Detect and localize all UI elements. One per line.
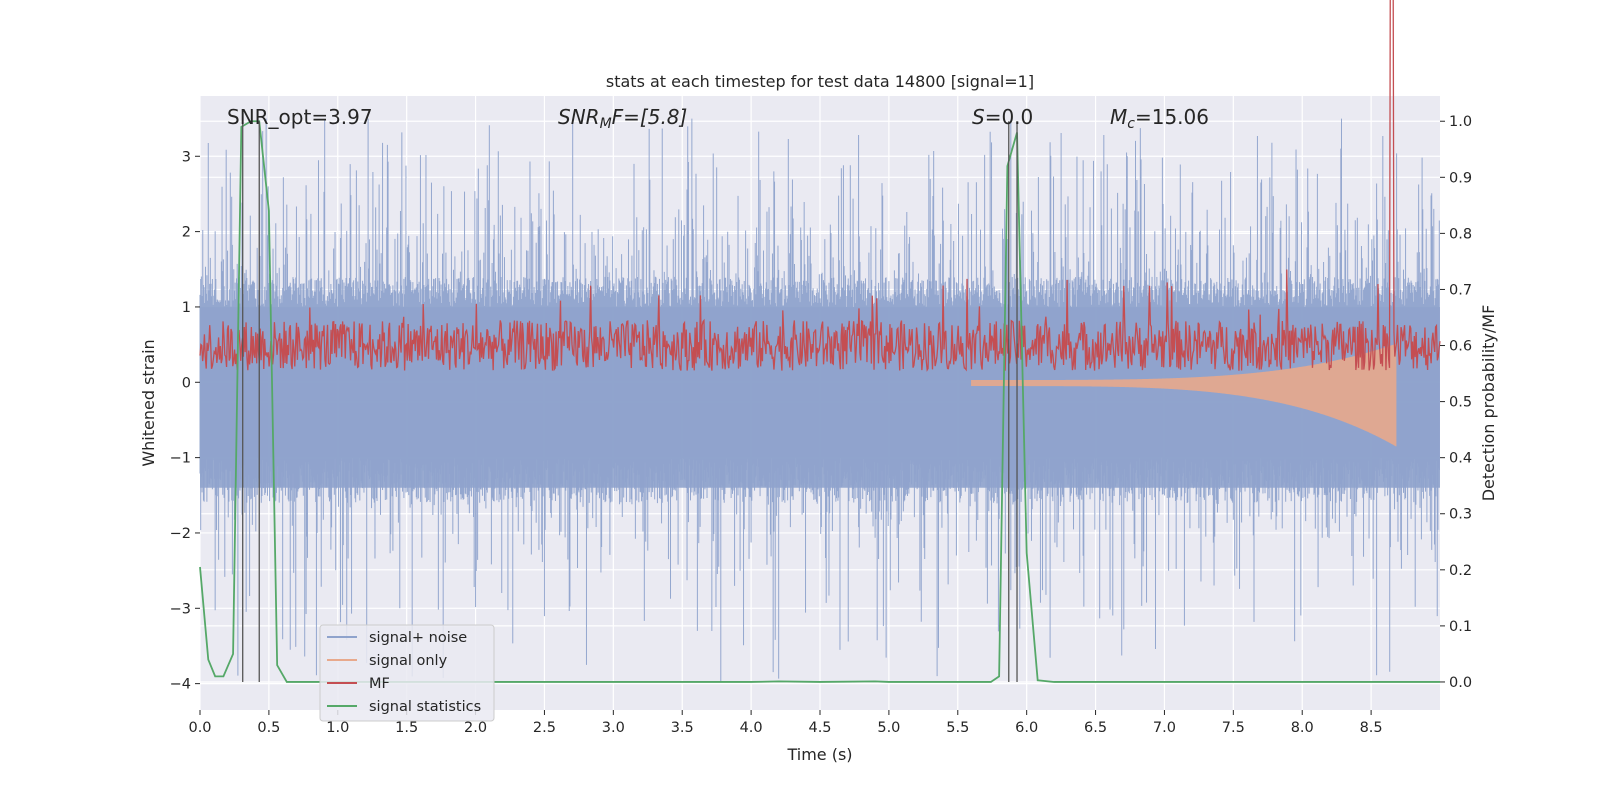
- data-series: [199, 0, 1441, 683]
- x-tick-label: 8.5: [1360, 720, 1383, 736]
- y-right-tick-label: 0.6: [1449, 339, 1472, 355]
- y-right-tick-label: 0.8: [1449, 226, 1472, 242]
- x-tick-label: 8.0: [1291, 720, 1314, 736]
- x-tick-label: 0.5: [257, 720, 280, 736]
- x-tick-label: 5.0: [877, 720, 900, 736]
- x-tick-label: 6.0: [1015, 720, 1038, 736]
- x-tick-label: 3.5: [671, 720, 694, 736]
- s-annotation: S=0.0: [972, 105, 1033, 129]
- y-left-tick-label: −1: [170, 451, 191, 467]
- y-right-tick-label: 0.5: [1449, 395, 1472, 411]
- x-tick-label: 4.5: [808, 720, 831, 736]
- y-right-tick-label: 0.9: [1449, 170, 1472, 186]
- legend: signal+ noise signal only MF signal stat…: [319, 624, 495, 722]
- x-tick-label: 1.5: [395, 720, 418, 736]
- x-tick-label: 2.5: [533, 720, 556, 736]
- y-axis-label-right: Detection probability/MF: [1479, 305, 1498, 502]
- x-tick-label: 6.5: [1084, 720, 1107, 736]
- snr-mf-annotation: SNRMF=[5.8]: [558, 105, 687, 132]
- y-right-tick-label: 0.4: [1449, 451, 1472, 467]
- x-tick-label: 4.0: [740, 720, 763, 736]
- y-left-tick-label: 2: [182, 225, 191, 241]
- x-tick-label: 2.0: [464, 720, 487, 736]
- s-rest: =0.0: [985, 105, 1034, 129]
- y-left-tick-label: 1: [182, 300, 191, 316]
- legend-label-signal-only: signal only: [369, 653, 448, 669]
- x-tick-label: 5.5: [946, 720, 969, 736]
- signal-only-series: [971, 343, 1397, 447]
- mc-annotation: Mc=15.06: [1110, 105, 1209, 132]
- x-tick-label: 7.0: [1153, 720, 1176, 736]
- s-main: S: [972, 105, 985, 129]
- vertical-markers: [242, 121, 1018, 682]
- snr-mf-sub: M: [600, 116, 612, 132]
- legend-label-signal-statistics: signal statistics: [369, 699, 481, 715]
- legend-box: [319, 624, 495, 722]
- y-axis-label-left: Whitened strain: [139, 339, 158, 466]
- x-tick-label: 1.0: [326, 720, 349, 736]
- x-tick-label: 0.0: [188, 720, 211, 736]
- y-right-tick-label: 0.0: [1449, 675, 1472, 691]
- mc-main: M: [1110, 105, 1127, 129]
- y-right-tick-label: 0.3: [1449, 507, 1472, 523]
- y-right-tick-label: 0.1: [1449, 619, 1472, 635]
- y-right-tick-label: 0.2: [1449, 563, 1472, 579]
- ticks: 0.0 0.5 1.0 1.5 2.0 2.5 3.0 3.5 4.0 4.5 5.0 5.5 6.0 6…: [170, 114, 1472, 736]
- y-left-tick-label: −2: [170, 526, 191, 542]
- mf-series: [199, 0, 1441, 372]
- y-left-tick-label: 3: [182, 149, 191, 165]
- mc-sub: c: [1127, 116, 1135, 132]
- x-tick-label: 7.5: [1222, 720, 1245, 736]
- y-left-tick-label: −4: [170, 677, 191, 693]
- y-right-tick-label: 1.0: [1449, 114, 1472, 130]
- legend-label-mf: MF: [369, 676, 390, 692]
- legend-label-signal-noise: signal+ noise: [369, 630, 467, 646]
- chart-title: stats at each timestep for test data 148…: [606, 72, 1034, 91]
- y-right-tick-label: 0.7: [1449, 282, 1472, 298]
- y-left-tick-label: −3: [170, 601, 191, 617]
- y-left-tick-label: 0: [182, 375, 191, 391]
- snr-opt-annotation: SNR_opt=3.97: [227, 105, 373, 129]
- snr-mf-main: SNR: [558, 105, 600, 129]
- snr-mf-rest: F=[5.8]: [612, 105, 688, 129]
- x-axis-label: Time (s): [786, 745, 852, 764]
- x-tick-label: 3.0: [602, 720, 625, 736]
- mc-rest: =15.06: [1135, 105, 1209, 129]
